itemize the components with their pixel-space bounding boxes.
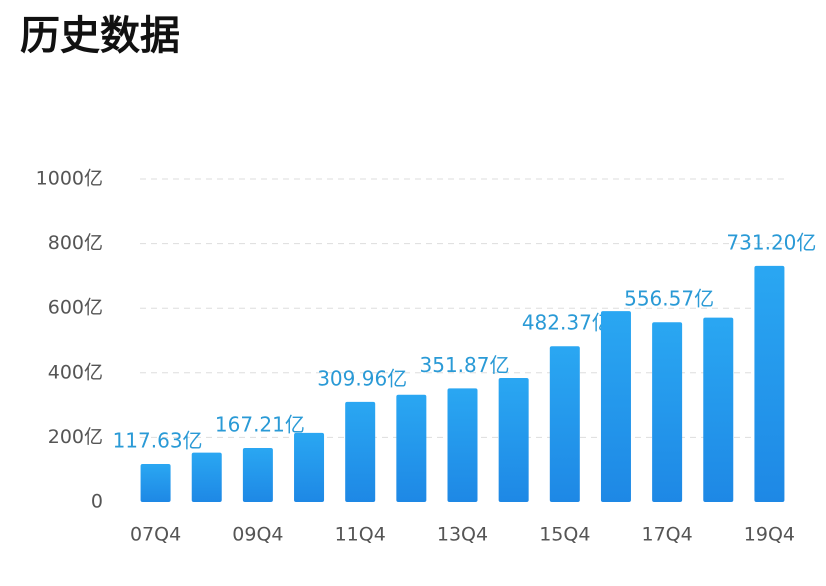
bar [140,464,171,502]
x-tick-label: 19Q4 [744,524,795,546]
x-tick-label: 15Q4 [539,524,590,546]
y-tick-label: 400亿 [48,361,103,383]
x-tick-label: 17Q4 [641,524,692,546]
y-tick-label: 1000亿 [36,168,103,190]
bar [242,447,273,502]
bar [447,388,478,502]
y-tick-label: 0 [91,491,103,513]
bar [549,346,580,502]
bar [652,322,683,502]
x-tick-label: 11Q4 [335,524,386,546]
bar [345,401,376,502]
y-tick-label: 800亿 [48,232,103,254]
chart-title: 历史数据 [20,13,180,59]
value-label: 167.21亿 [215,412,305,436]
value-label: 309.96亿 [317,366,407,390]
bar [396,394,427,502]
x-tick-label: 07Q4 [130,524,181,546]
value-label: 351.87亿 [420,353,510,377]
y-tick-label: 200亿 [48,426,103,448]
value-label: 556.57亿 [624,287,714,311]
bar [294,432,325,502]
value-label: 117.63亿 [113,429,203,453]
bar [498,377,529,502]
x-tick-label: 13Q4 [437,524,488,546]
bar [191,452,222,502]
value-label: 731.20亿 [726,230,816,254]
bar [703,317,734,502]
bar [600,311,631,502]
x-tick-label: 09Q4 [232,524,283,546]
value-label: 482.37亿 [522,311,612,335]
y-tick-label: 600亿 [48,297,103,319]
bar [754,265,785,502]
